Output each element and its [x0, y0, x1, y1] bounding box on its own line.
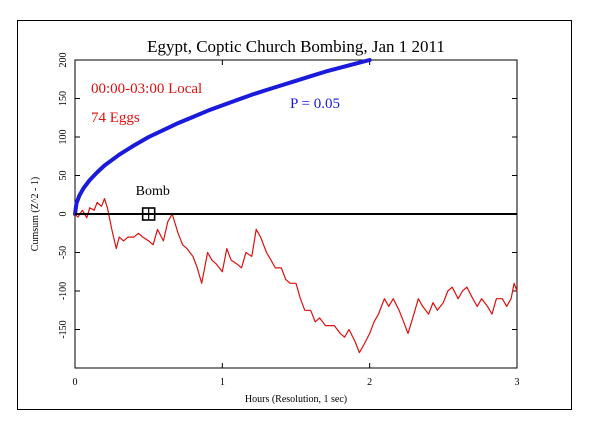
time-window-label: 00:00-03:00 Local: [91, 81, 202, 97]
x-tick-label: 2: [367, 377, 372, 388]
y-tick-label: 150: [58, 91, 69, 106]
x-axis-label: Hours (Resolution, 1 sec): [245, 394, 347, 405]
y-tick-label: -50: [58, 246, 69, 259]
x-tick-label: 1: [220, 377, 225, 388]
chart-title: Egypt, Coptic Church Bombing, Jan 1 2011: [147, 37, 445, 56]
x-tick-label: 3: [515, 377, 520, 388]
bomb-event-label: Bomb: [136, 184, 170, 199]
p-value-label: P = 0.05: [290, 96, 340, 112]
y-tick-label: -150: [58, 320, 69, 338]
y-tick-label: 50: [58, 171, 69, 181]
y-tick-label: -100: [58, 282, 69, 300]
y-tick-label: 0: [58, 212, 69, 217]
cumsum-line: [74, 198, 518, 354]
p-value-envelope-line: [73, 58, 372, 216]
y-tick-label: 100: [58, 130, 69, 145]
x-tick-label: 0: [73, 377, 78, 388]
y-tick-label: 200: [58, 53, 69, 68]
eggs-count-label: 74 Eggs: [91, 110, 140, 126]
y-axis-label: Cumsum (Z^2 - 1): [30, 177, 41, 251]
